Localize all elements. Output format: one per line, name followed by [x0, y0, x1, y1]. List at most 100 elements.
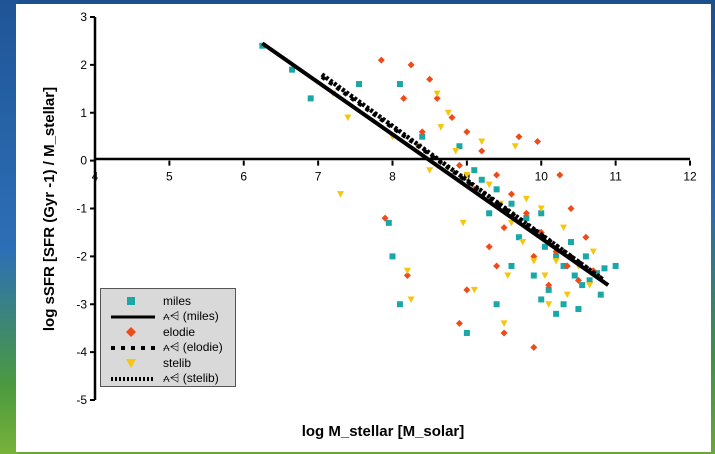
miles-point [571, 272, 578, 279]
x-tick-label: 4 [92, 170, 99, 184]
miles-point [508, 262, 515, 269]
miles-point [582, 253, 589, 260]
miles-point [493, 186, 500, 193]
elodie-point [433, 94, 441, 102]
y-tick-label: 1 [80, 106, 87, 120]
elodie-point [500, 329, 508, 337]
elodie-point [508, 190, 515, 198]
stelib-point [589, 248, 597, 256]
stelib-point [545, 301, 553, 308]
miles-point [478, 176, 485, 183]
miles-point [356, 81, 363, 88]
elodie-point [530, 252, 538, 260]
miles-point [396, 301, 403, 308]
x-tick-label: 5 [166, 170, 173, 184]
miles-point [289, 66, 296, 73]
elodie-point [377, 56, 385, 64]
legend-label: miles [163, 294, 192, 308]
stelib-point [563, 291, 571, 299]
stelib-point [336, 191, 344, 198]
y-ticks: 3 2 1 0 -1 -2 -3 -4 -5 [76, 10, 95, 407]
legend-item-elodie-fit: ⩜⩤ (elodie) [101, 339, 235, 356]
y-tick-label: -3 [76, 297, 87, 311]
y-tick-label: -5 [76, 393, 87, 407]
miles-point [553, 253, 560, 260]
legend-label: stelib [163, 356, 192, 370]
x-tick-label: 8 [389, 170, 396, 184]
elodie-point [582, 233, 590, 241]
miles-point [545, 286, 552, 293]
miles-point [538, 296, 545, 303]
miles-point [579, 282, 586, 289]
legend-symbol-diamond [107, 324, 157, 341]
elodie-point [455, 161, 463, 169]
elodie-point [400, 94, 408, 102]
legend-item-stelib: stelib [101, 355, 235, 372]
elodie-point [545, 281, 553, 289]
x-tick-label: 12 [683, 170, 697, 184]
miles-point [597, 291, 604, 298]
miles-point [515, 234, 522, 241]
legend-item-miles: miles [101, 293, 235, 310]
legend: miles ⩜⩤ (miles) elodie ⩜⩤ (elodie) stel… [100, 288, 236, 387]
miles-point [612, 262, 619, 269]
stelib-point [541, 272, 549, 280]
stelib-point [500, 320, 508, 327]
y-tick-label: -4 [76, 345, 87, 359]
miles-point [523, 215, 530, 222]
elodie-point [522, 209, 530, 217]
elodie-point [403, 272, 411, 280]
legend-item-miles-fit: ⩜⩤ (miles) [101, 308, 235, 325]
elodie-point [463, 286, 471, 294]
miles-point [594, 270, 601, 277]
miles-point [471, 167, 478, 174]
stelib-point [478, 138, 486, 145]
stelib-point [344, 114, 352, 122]
y-tick-label: -2 [76, 249, 87, 263]
x-tick-label: 7 [315, 170, 322, 184]
miles-point [508, 200, 515, 207]
stelib-point [519, 239, 527, 246]
x-tick-label: 11 [609, 170, 622, 184]
elodie-point [534, 137, 542, 145]
y-tick-label: 3 [80, 10, 87, 24]
stelib-point [511, 143, 519, 150]
elodie-point [455, 319, 463, 327]
elodie-point [530, 343, 538, 351]
stelib-point [504, 272, 512, 280]
stelib-point [444, 109, 452, 117]
fit-line-dense-dotted [320, 72, 603, 280]
x-axis-title: log M_stellar [M_solar] [302, 423, 465, 440]
elodie-point [448, 114, 456, 122]
elodie-point [493, 171, 501, 179]
y-tick-label: 0 [80, 154, 87, 168]
miles-point [389, 253, 396, 260]
stelib-point [403, 267, 411, 275]
stelib-point [522, 195, 530, 203]
stelib-point [537, 205, 545, 212]
stelib-point [452, 148, 460, 155]
stelib-point [485, 181, 493, 189]
miles-point [396, 81, 403, 88]
miles-point [486, 210, 493, 217]
miles-point [560, 301, 567, 308]
stelib-point [552, 258, 560, 265]
x-tick-label: 6 [240, 170, 247, 184]
slide-background-strip [0, 0, 18, 454]
stelib-point [463, 171, 471, 179]
miles-point [601, 265, 608, 272]
legend-symbol-dense-dotted-line [107, 370, 157, 387]
legend-symbol-dotted-line [107, 339, 157, 356]
elodie-point [556, 171, 564, 179]
legend-label: elodie [163, 325, 196, 339]
stelib-point [426, 167, 434, 174]
elodie-point [485, 243, 493, 251]
legend-label: ⩜⩤ (elodie) [163, 340, 223, 354]
miles-point [568, 239, 574, 246]
elodie-point [500, 224, 508, 232]
legend-symbol-triangle-down [107, 355, 157, 372]
y-tick-label: 2 [80, 58, 87, 72]
elodie-point [574, 276, 582, 284]
stelib-point [530, 258, 538, 265]
